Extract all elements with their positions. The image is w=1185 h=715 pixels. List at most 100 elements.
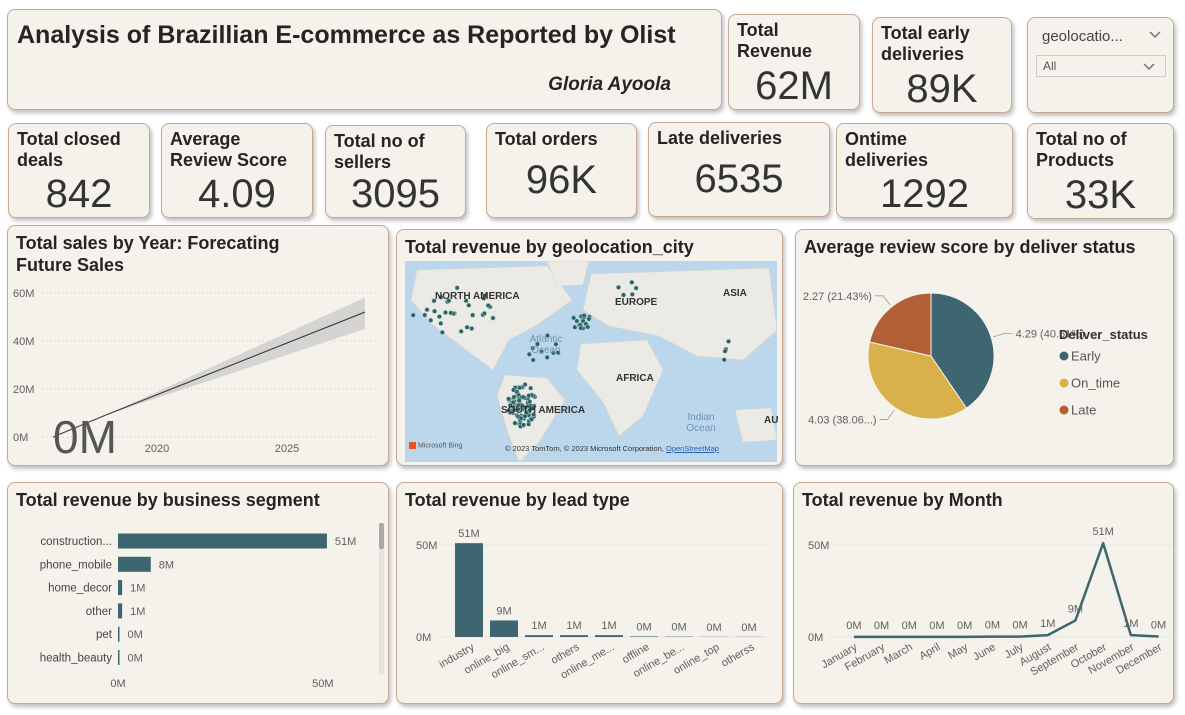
scrollbar[interactable] — [379, 523, 384, 675]
map-label: EUROPE — [615, 297, 658, 308]
map-dot — [485, 302, 491, 308]
data-label: 0M — [741, 622, 756, 634]
bar — [118, 626, 120, 642]
map-dot — [544, 333, 550, 339]
chart: 4.29 (40.51%) 4.03 (38.06...) 2.27 (21.43%… — [803, 291, 1148, 427]
chevron — [1149, 31, 1161, 38]
data-label: 51M — [1092, 526, 1113, 538]
y-tick-label: pet — [96, 629, 113, 641]
map-dot — [470, 312, 476, 318]
kpi-value: 842 — [45, 172, 113, 216]
map-dot — [438, 294, 444, 300]
kpi-value: 89K — [906, 67, 978, 111]
kpi-label: Total no of Products — [1036, 129, 1127, 170]
y-tick-label: 40M — [13, 336, 34, 348]
map-dot — [506, 408, 512, 414]
map-dot — [520, 394, 526, 400]
kpi-card: Total no of Products 33K — [1027, 123, 1174, 219]
chart-title: Total sales by Year: Forecating Future S… — [16, 233, 280, 275]
data-label: 0M — [128, 653, 143, 665]
data-label: 8M — [159, 559, 174, 571]
map-dot — [531, 412, 537, 418]
kpi-value: 33K — [1064, 173, 1137, 217]
map-dot — [490, 315, 496, 321]
y-tick-label: 20M — [13, 384, 34, 396]
map-dot — [481, 295, 487, 301]
y-tick-label: 0M — [13, 432, 28, 444]
bar — [118, 650, 120, 665]
y-tick-label: 0M — [416, 632, 431, 644]
map-dot — [530, 405, 536, 411]
kpi-card: Total orders 96K — [486, 123, 637, 218]
y-tick-label: other — [86, 606, 112, 618]
legend-label: On_time — [1071, 376, 1120, 391]
map-dot — [458, 328, 464, 334]
kpi-value: 96K — [525, 158, 598, 202]
kpi-card: Average Review Score 4.09 — [161, 123, 313, 218]
map-dot — [578, 325, 584, 331]
map-dot — [526, 351, 532, 357]
filter-dropdown[interactable]: All — [1036, 55, 1166, 77]
attribution-link[interactable]: OpenStreetMap — [666, 444, 719, 453]
map-dot — [511, 407, 517, 413]
bar — [630, 636, 658, 637]
chart-card: 4.29 (40.51%) 4.03 (38.06...) 2.27 (21.43%… — [795, 229, 1174, 466]
map-dot — [522, 405, 528, 411]
scroll-thumb[interactable] — [379, 523, 384, 549]
map-dot — [586, 316, 592, 322]
attribution-text: © 2023 TomTom, © 2023 Microsoft Corporat… — [505, 444, 664, 453]
data-label: 9M — [1068, 603, 1083, 615]
leader-line — [879, 409, 895, 420]
land — [582, 267, 778, 361]
map-dot — [722, 348, 728, 354]
leader-line — [993, 332, 1013, 338]
y-tick-label: home_decor — [48, 583, 112, 595]
data-label: 2.27 (21.43%) — [803, 291, 872, 303]
data-label: 0M — [1151, 619, 1166, 631]
data-label: 4.29 (40.51%) — [1016, 328, 1085, 340]
map-dot — [521, 422, 527, 428]
x-tick-label: otherss — [719, 641, 757, 670]
kpi-card: Total closed deals 842 — [8, 123, 150, 218]
map-dot — [454, 285, 460, 291]
logo-text: Microsoft Bing — [418, 442, 463, 450]
y-tick-label: 50M — [808, 540, 829, 552]
map[interactable] — [397, 230, 783, 466]
map-dot — [518, 415, 524, 421]
legend-marker — [1059, 351, 1069, 361]
map-dot — [512, 420, 518, 426]
map-dot — [522, 382, 528, 388]
legend-marker — [1059, 378, 1069, 388]
map-dot — [555, 350, 561, 356]
map-dot — [517, 385, 523, 391]
kpi-value: 6535 — [694, 157, 784, 201]
kpi-card: Late deliveries 6535 — [648, 122, 830, 217]
data-label: 0M — [874, 620, 889, 632]
kpi-label: Total Revenue — [737, 20, 813, 61]
kpi-label: Average Review Score — [170, 129, 288, 170]
data-label: 1M — [531, 620, 546, 632]
map-dot — [428, 317, 434, 323]
y-tick-label: construction... — [40, 536, 112, 548]
map-dot — [464, 324, 470, 330]
map-dot — [633, 285, 639, 291]
kpi-card: Total no of sellers 3095 — [325, 125, 466, 218]
data-label: 4.03 (38.06...) — [808, 415, 877, 427]
map-dot — [511, 387, 517, 393]
map-dot — [466, 302, 472, 308]
y-tick-label: phone_mobile — [40, 559, 112, 571]
x-tick-label: 2020 — [145, 443, 169, 455]
map-dot — [463, 298, 469, 304]
map-dot — [432, 308, 438, 314]
map-label: NORTH AMERICA — [435, 291, 520, 302]
kpi-label: Total no of sellers — [334, 131, 425, 172]
map-card: Total revenue by geolocation_city NORTH … — [396, 229, 783, 466]
y-tick-label: health_beauty — [40, 653, 113, 665]
dashboard-title: Analysis of Brazillian E-commerce as Rep… — [17, 21, 676, 49]
data-label: 0M — [902, 620, 917, 632]
map-label: AU — [764, 415, 779, 426]
chart-title: Total revenue by business segment — [16, 490, 320, 510]
data-label: 0M — [957, 620, 972, 632]
map-dot — [574, 318, 580, 324]
map-dot — [572, 324, 578, 330]
